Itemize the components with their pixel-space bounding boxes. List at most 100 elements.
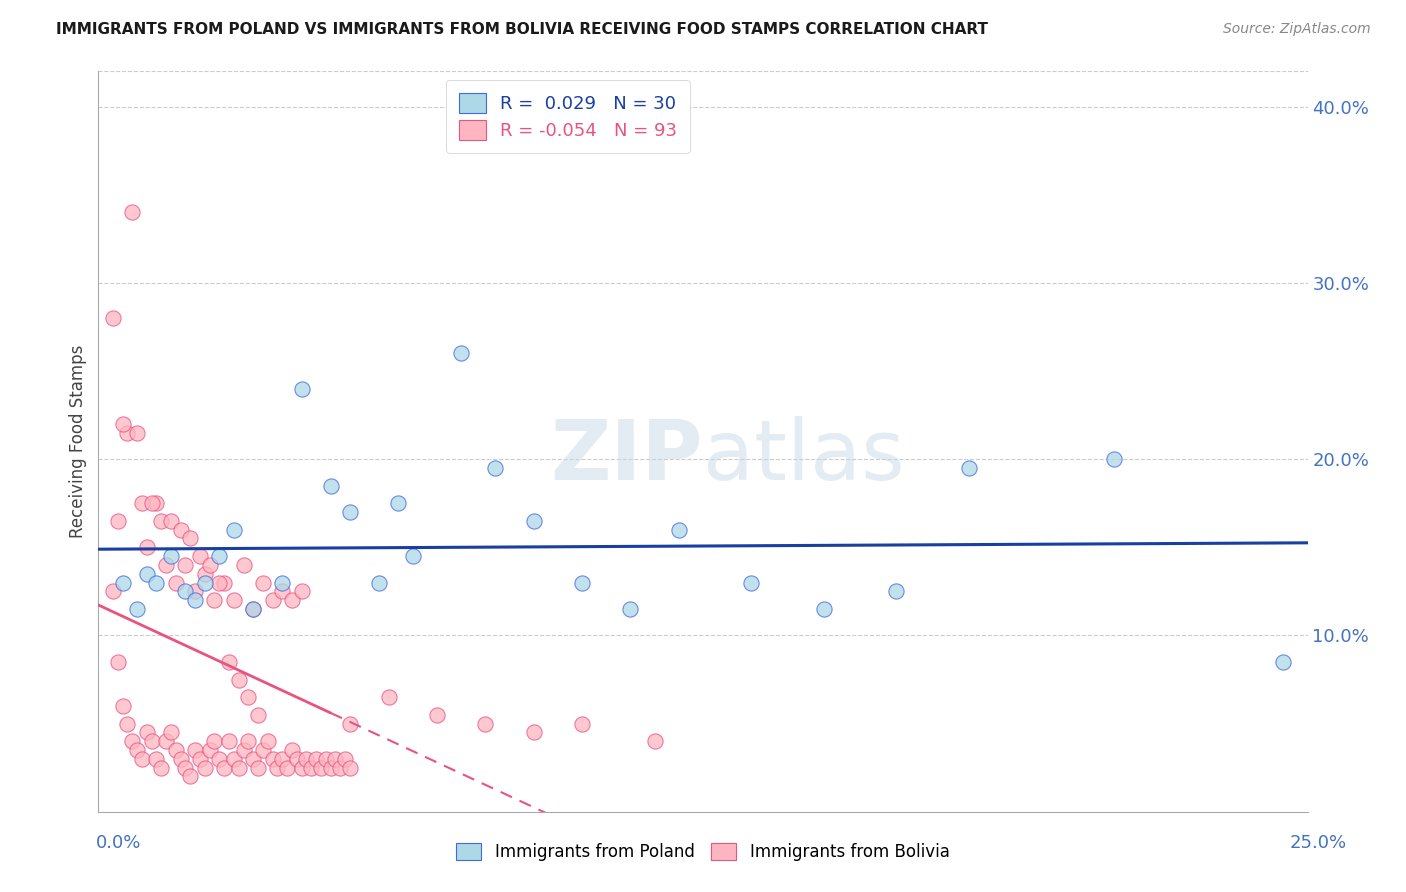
Text: 25.0%: 25.0% [1289,834,1347,852]
Point [165,575,187,590]
Point [194,575,217,590]
Point [402,549,425,563]
Point [271,584,294,599]
Legend: Immigrants from Poland, Immigrants from Bolivia: Immigrants from Poland, Immigrants from … [450,836,956,868]
Point [117,716,139,731]
Point [377,690,399,705]
Point [165,743,187,757]
Point [329,761,352,775]
Point [290,761,312,775]
Point [121,205,143,219]
Point [319,761,342,775]
Point [218,655,240,669]
Point [426,707,449,722]
Point [145,752,167,766]
Point [174,558,197,572]
Point [150,514,173,528]
Point [957,461,980,475]
Point [740,575,762,590]
Point [247,761,270,775]
Point [271,575,294,590]
Text: Source: ZipAtlas.com: Source: ZipAtlas.com [1223,22,1371,37]
Point [290,584,312,599]
Point [886,584,908,599]
Point [484,461,506,475]
Point [212,761,235,775]
Point [127,425,149,440]
Point [145,496,167,510]
Point [299,761,322,775]
Y-axis label: Receiving Food Stamps: Receiving Food Stamps [69,345,87,538]
Point [281,743,304,757]
Point [571,575,593,590]
Point [262,752,284,766]
Point [339,716,361,731]
Point [131,752,153,766]
Point [174,761,197,775]
Point [127,602,149,616]
Point [212,575,235,590]
Point [813,602,835,616]
Point [107,655,129,669]
Point [252,743,274,757]
Point [315,752,337,766]
Point [198,558,221,572]
Point [194,761,217,775]
Point [450,346,472,360]
Point [141,734,163,748]
Text: 0.0%: 0.0% [96,834,141,852]
Point [188,752,211,766]
Point [121,734,143,748]
Point [266,761,288,775]
Point [309,761,332,775]
Point [228,761,250,775]
Point [184,593,207,607]
Point [111,417,134,431]
Point [198,743,221,757]
Point [232,743,254,757]
Text: IMMIGRANTS FROM POLAND VS IMMIGRANTS FROM BOLIVIA RECEIVING FOOD STAMPS CORRELAT: IMMIGRANTS FROM POLAND VS IMMIGRANTS FRO… [56,22,988,37]
Point [194,566,217,581]
Point [276,761,298,775]
Point [523,514,546,528]
Point [111,698,134,713]
Point [184,743,207,757]
Point [160,549,183,563]
Point [319,478,342,492]
Point [256,734,278,748]
Point [368,575,391,590]
Point [523,725,546,739]
Point [668,523,690,537]
Point [271,752,294,766]
Point [238,734,260,748]
Text: atlas: atlas [703,416,904,497]
Point [160,725,183,739]
Point [107,514,129,528]
Point [169,752,191,766]
Point [204,593,226,607]
Point [127,743,149,757]
Point [141,496,163,510]
Point [262,593,284,607]
Point [1102,452,1125,467]
Point [247,707,270,722]
Point [232,558,254,572]
Point [208,752,231,766]
Point [281,593,304,607]
Point [1272,655,1295,669]
Point [101,311,124,326]
Point [242,602,264,616]
Point [145,575,167,590]
Point [101,584,124,599]
Point [222,752,245,766]
Point [179,532,201,546]
Point [218,734,240,748]
Text: ZIP: ZIP [551,416,703,497]
Point [135,566,157,581]
Point [387,496,409,510]
Point [135,541,157,555]
Point [222,523,245,537]
Legend: R =  0.029   N = 30, R = -0.054   N = 93: R = 0.029 N = 30, R = -0.054 N = 93 [446,80,690,153]
Point [228,673,250,687]
Point [242,602,264,616]
